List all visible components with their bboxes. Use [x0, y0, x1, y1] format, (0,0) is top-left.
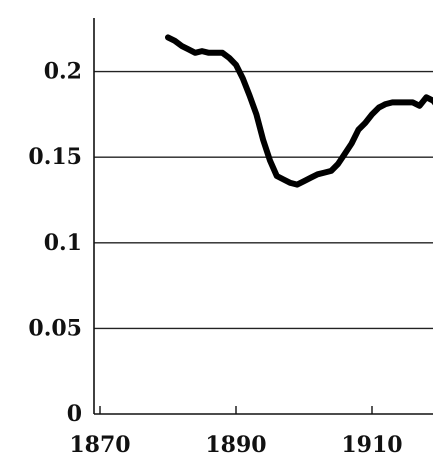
series-line	[165, 34, 433, 188]
y-tick-label: 0.15	[28, 144, 82, 170]
y-tick-label: 0.1	[44, 230, 82, 256]
y-tick-label: 0	[67, 401, 82, 427]
y-tick-label: 0.2	[44, 59, 82, 85]
gridlines	[94, 70, 433, 330]
x-tick-label: 1870	[69, 432, 130, 458]
x-tick-label: 1910	[341, 432, 402, 458]
x-tick-label: 1890	[205, 432, 266, 458]
series-lines	[165, 34, 433, 188]
x-tick-labels: 1870 1890 1910	[69, 432, 402, 458]
y-tick-label: 0.05	[28, 315, 82, 341]
y-tick-labels: 0 0.05 0.1 0.15 0.2	[28, 59, 82, 427]
axes	[93, 18, 433, 415]
